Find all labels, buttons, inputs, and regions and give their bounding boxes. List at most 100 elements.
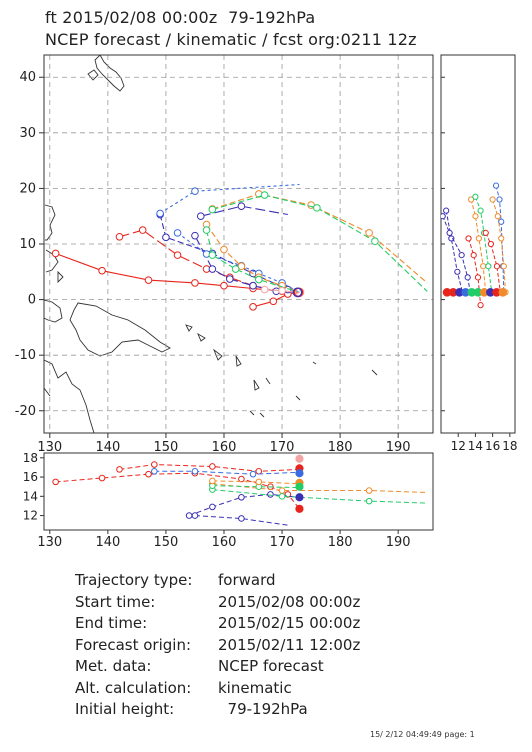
map-trajectory-marker	[249, 281, 257, 290]
map-tick-label-y: -20	[15, 404, 36, 419]
map-tick-label-y: 10	[19, 237, 36, 252]
bottom-trajectory-marker	[238, 475, 245, 483]
bottom-trajectory-marker	[145, 470, 152, 478]
trajectory-info: Trajectory type: forward Start time: 2015/…	[75, 570, 360, 721]
map-trajectory-marker	[237, 202, 246, 210]
coastline-japan	[94, 55, 125, 92]
bottom-trajectory-line	[212, 485, 300, 489]
side-tick-label-x: 18	[502, 439, 517, 453]
info-key: Met. data:	[75, 657, 152, 675]
bottom-tick-label-y: 16	[23, 470, 38, 484]
bottom-trajectory-marker	[151, 461, 158, 468]
side-trajectory-marker	[446, 229, 453, 236]
map-trajectory-marker	[208, 251, 217, 259]
coastline-borneo	[44, 299, 63, 323]
side-trajectory-marker	[480, 263, 487, 270]
side-trajectory-line	[485, 232, 501, 293]
side-trajectory-marker	[482, 229, 489, 236]
map-tick-label-x: 180	[328, 440, 353, 455]
side-trajectory-marker	[498, 218, 505, 225]
side-trajectory-marker	[493, 263, 501, 270]
bottom-trajectory-marker	[209, 463, 216, 470]
map-trajectory-marker	[260, 191, 269, 199]
map-trajectory-marker	[220, 281, 228, 290]
side-trajectory-marker	[477, 302, 484, 309]
side-trajectory-marker	[470, 252, 477, 259]
footer-timestamp: 15/ 2/12 04:49:49 page: 1	[370, 730, 475, 739]
bottom-trajectories	[52, 454, 428, 526]
map-start-point	[292, 287, 303, 298]
bottom-tick-label-y: 18	[23, 451, 38, 465]
bottom-tick-label-y: 14	[23, 489, 38, 503]
chart-title-line1: ft 2015/02/08 00:00z 79-192hPa	[45, 8, 316, 27]
map-trajectories	[51, 183, 428, 311]
map-tick-label-y: 30	[19, 126, 36, 141]
map-trajectory-marker	[260, 285, 269, 294]
info-row: Initial height: 79-192hPa	[75, 699, 360, 721]
info-value: 79-192hPa	[218, 700, 308, 718]
info-key: Initial height:	[75, 700, 175, 718]
side-trajectory-marker	[492, 182, 500, 189]
bottom-trajectory-marker	[52, 478, 59, 486]
bottom-tick-label-x: 180	[328, 535, 353, 550]
side-trajectory-marker	[472, 193, 479, 200]
bottom-tick-label-x: 130	[37, 535, 62, 550]
side-trajectory-marker	[474, 274, 482, 281]
side-trajectory-marker	[500, 263, 507, 270]
coastlines	[44, 55, 378, 433]
side-trajectory-marker	[465, 235, 472, 242]
map-trajectory-marker	[191, 279, 199, 287]
side-trajectory-marker	[454, 268, 461, 275]
map-trajectory-marker	[173, 229, 182, 237]
map-trajectory-marker	[196, 212, 205, 221]
bottom-trajectory-marker	[185, 512, 193, 519]
map-tick-label-y: 40	[19, 70, 36, 85]
side-trajectory-marker	[494, 213, 501, 220]
coastline-philippines	[44, 204, 64, 284]
bottom-trajectory-marker	[365, 487, 373, 494]
map-trajectory-marker	[365, 229, 373, 237]
bottom-trajectory-marker	[278, 487, 286, 494]
coastline-islands	[185, 324, 378, 418]
info-key: Start time:	[75, 592, 156, 611]
info-row: End time: 2015/02/15 00:00z	[75, 613, 360, 635]
info-row: Forecast origin: 2015/02/11 12:00z	[75, 635, 360, 657]
map-tick-label-x: 190	[386, 440, 411, 455]
info-key: Trajectory type:	[75, 571, 193, 589]
bottom-trajectory-line	[212, 489, 428, 504]
info-value: 2015/02/08 00:00z	[218, 592, 361, 611]
bottom-tick-label-x: 190	[386, 535, 411, 550]
bottom-trajectory-marker	[209, 503, 216, 511]
side-trajectory-marker	[487, 240, 495, 248]
bottom-tick-label-x: 140	[95, 535, 120, 550]
bottom-tick-label-y: 12	[23, 509, 38, 523]
bottom-trajectory-marker	[209, 477, 216, 485]
map-tick-label-x: 130	[37, 440, 62, 455]
side-trajectory-marker	[477, 207, 484, 214]
side-trajectory-marker	[489, 196, 496, 203]
map-trajectory-marker	[51, 249, 60, 258]
map-trajectory-marker	[173, 251, 182, 259]
map-tick-label-x: 160	[212, 440, 237, 455]
bottom-frame	[43, 452, 434, 531]
bottom-trajectory-line	[212, 480, 300, 485]
map-trajectory-marker	[191, 231, 199, 240]
side-frame	[440, 54, 516, 434]
info-row: Met. data: NCEP forecast	[75, 656, 360, 678]
bottom-trajectory-marker	[151, 467, 158, 475]
map-trajectory-line	[206, 229, 300, 293]
map-tick-label-x: 150	[154, 440, 179, 455]
map-trajectory-marker	[278, 286, 286, 295]
info-key: Forecast origin:	[75, 635, 192, 654]
map-tick-label-x: 170	[270, 440, 295, 455]
info-value: 2015/02/15 00:00z	[218, 614, 361, 632]
info-row: Trajectory type: forward	[75, 570, 360, 592]
side-trajectory-marker	[485, 263, 492, 270]
bottom-trajectory-marker	[238, 493, 245, 501]
info-value: forward	[218, 571, 276, 589]
map-trajectory-marker	[220, 245, 228, 254]
map-frame	[43, 54, 434, 434]
bottom-trajectory-marker	[191, 467, 199, 475]
bottom-start-point	[295, 504, 304, 513]
bottom-trajectory-marker	[255, 467, 263, 475]
